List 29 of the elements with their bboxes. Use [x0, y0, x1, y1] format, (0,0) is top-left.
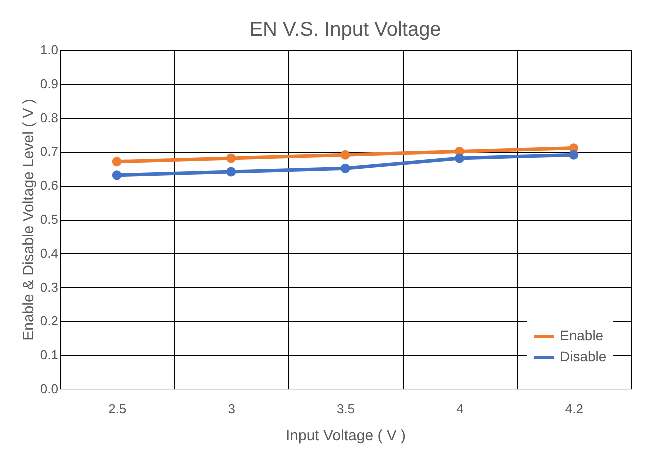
point: [454, 154, 464, 164]
y-tick-label: 0.7: [40, 144, 58, 160]
point: [340, 150, 350, 160]
y-tick-label: 0.3: [40, 280, 58, 295]
y-tick-label: 0.1: [40, 348, 58, 363]
x-tick-label: 2.5: [108, 402, 127, 416]
y-tick-label: 0.8: [40, 110, 58, 126]
point: [226, 154, 236, 164]
y-tick-label: 1.0: [40, 42, 58, 58]
x-tick-label: 3: [228, 402, 236, 416]
point: [112, 157, 122, 167]
y-axis-title: Enable & Disable Voltage Level ( V ): [20, 99, 38, 341]
point: [112, 170, 122, 180]
point: [340, 164, 350, 174]
chart-title: EN V.S. Input Voltage: [250, 19, 442, 41]
x-tick-label: 4.2: [565, 402, 584, 416]
x-tick-label: 4: [456, 402, 464, 416]
point: [226, 167, 236, 177]
y-tick-label: 0.4: [40, 246, 58, 261]
legend-label: Disable: [560, 348, 607, 364]
y-tick-label: 0.0: [40, 382, 58, 396]
y-tick-label: 0.5: [40, 212, 58, 227]
point: [569, 150, 579, 160]
y-tick-label: 0.2: [40, 314, 58, 329]
y-tick-label: 0.6: [40, 178, 58, 194]
x-tick-label: 3.5: [336, 402, 356, 416]
legend-label: Enable: [560, 328, 604, 344]
y-tick-label: 0.9: [40, 76, 58, 92]
x-axis-title: Input Voltage ( V ): [286, 428, 406, 444]
